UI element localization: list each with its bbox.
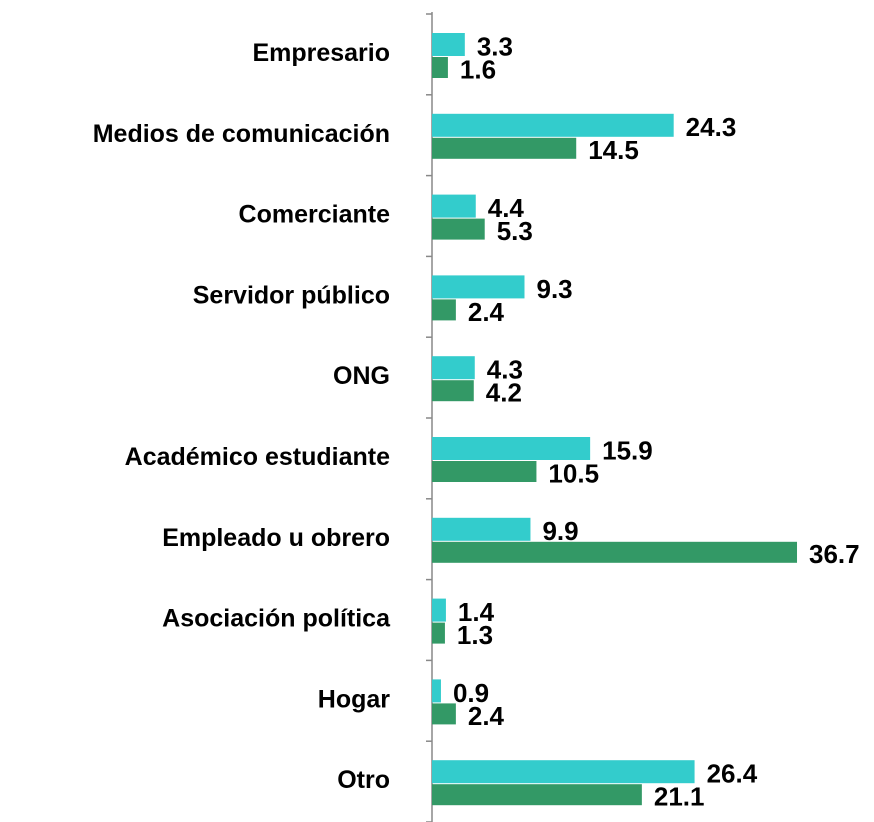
bar: [432, 380, 474, 402]
bar: [432, 517, 531, 541]
value-label: 9.9: [542, 516, 578, 546]
bar: [432, 356, 475, 380]
value-label: 1.3: [457, 620, 493, 650]
value-label: 10.5: [548, 458, 599, 488]
bar: [432, 598, 446, 622]
value-label: 4.2: [486, 378, 522, 408]
bar: [432, 299, 456, 321]
value-label: 3.3: [477, 31, 513, 61]
value-label: 4.3: [487, 355, 523, 385]
value-label: 14.5: [588, 135, 639, 165]
category-label: ONG: [333, 362, 390, 390]
bar: [432, 679, 441, 703]
category-label: Empresario: [252, 39, 390, 67]
bar: [432, 218, 485, 240]
value-label: 36.7: [809, 539, 860, 569]
value-label: 15.9: [602, 435, 653, 465]
category-label: Otro: [337, 766, 390, 794]
value-label: 4.4: [488, 193, 525, 223]
value-label: 5.3: [497, 216, 533, 246]
value-label: 24.3: [686, 112, 737, 142]
category-label: Comerciante: [239, 201, 391, 229]
value-label: 9.3: [536, 274, 572, 304]
bar: [432, 622, 445, 644]
value-label: 1.6: [460, 54, 496, 84]
category-label: Empleado u obrero: [162, 524, 390, 552]
bar: [432, 57, 448, 78]
category-label: Asociación política: [162, 605, 391, 633]
category-label: Académico estudiante: [125, 443, 390, 471]
category-label: Medios de comunicación: [93, 120, 390, 148]
value-label: 26.4: [707, 759, 758, 789]
value-label: 1.4: [458, 597, 495, 627]
bar: [432, 784, 642, 806]
bar: [432, 137, 577, 159]
bar: [432, 461, 537, 482]
category-label: Hogar: [318, 685, 391, 713]
bar: [432, 113, 674, 137]
bar: [432, 541, 798, 563]
value-label: 0.9: [453, 678, 489, 708]
bar: [432, 703, 456, 725]
bar: [432, 33, 465, 56]
category-label: Servidor público: [193, 281, 390, 309]
bar: [432, 275, 525, 299]
value-label: 2.4: [468, 297, 505, 327]
value-label: 21.1: [654, 782, 705, 812]
bar: [432, 194, 476, 218]
bar: [432, 760, 695, 784]
bar: [432, 437, 591, 460]
value-label: 2.4: [468, 701, 505, 731]
